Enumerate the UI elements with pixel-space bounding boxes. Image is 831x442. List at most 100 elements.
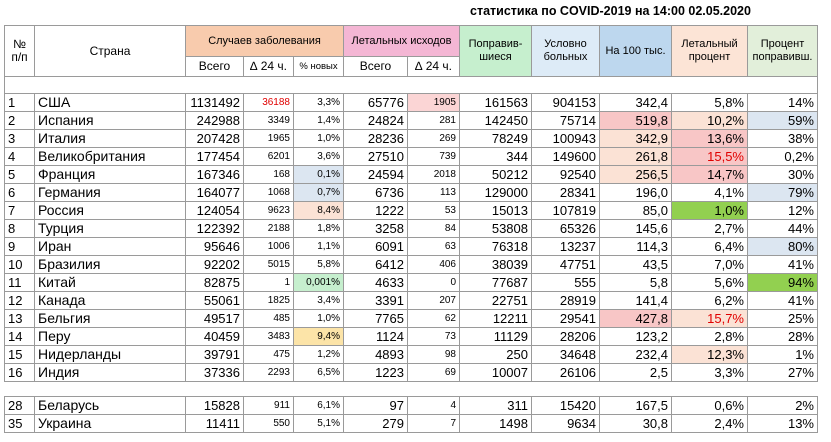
cell-act: 9634 bbox=[531, 414, 600, 433]
cell-total: 92202 bbox=[185, 255, 244, 274]
cell-dd: 113 bbox=[407, 183, 460, 202]
cell-d24: 2293 bbox=[243, 363, 294, 382]
cell-dd: 739 bbox=[407, 147, 460, 166]
cell-rp: 38% bbox=[747, 129, 818, 148]
cell-d24: 3349 bbox=[243, 111, 294, 130]
cell-rp: 2% bbox=[747, 396, 818, 415]
cell-dd: 207 bbox=[407, 291, 460, 310]
cell-total: 37336 bbox=[185, 363, 244, 382]
cell-dd: 281 bbox=[407, 111, 460, 130]
cell-n: 16 bbox=[4, 363, 35, 382]
cell-d24: 1068 bbox=[243, 183, 294, 202]
cell-rec: 22751 bbox=[459, 291, 532, 310]
cell-rec: 311 bbox=[459, 396, 532, 415]
cell-dd: 7 bbox=[407, 414, 460, 433]
cell-p100: 141,4 bbox=[599, 291, 672, 310]
cell-act: 28919 bbox=[531, 291, 600, 310]
cell-rp: 28% bbox=[747, 327, 818, 346]
cell-pct: 3,4% bbox=[293, 291, 344, 310]
cell-country: Беларусь bbox=[34, 396, 186, 415]
table-row: 2 Испания 242988 3349 1,4% 24824 281 142450 7571… bbox=[4, 111, 818, 130]
cell-d24: 1965 bbox=[243, 129, 294, 148]
cell-dt: 65776 bbox=[343, 93, 408, 112]
cell-pct: 3,3% bbox=[293, 93, 344, 112]
cell-n: 6 bbox=[4, 183, 35, 202]
table-row: 14 Перу 40459 3483 9,4% 1124 73 11129 28206 123,2… bbox=[4, 327, 818, 346]
cell-d24: 5015 bbox=[243, 255, 294, 274]
header-lethal-pct: Летальный процент bbox=[671, 25, 748, 77]
cell-country: Бразилия bbox=[34, 255, 186, 274]
header-cases-total: Всего bbox=[185, 56, 244, 77]
cell-pct: 0,001% bbox=[293, 273, 344, 292]
cell-lp: 2,8% bbox=[671, 327, 748, 346]
cell-n: 28 bbox=[4, 396, 35, 415]
cell-country: Бельгия bbox=[34, 309, 186, 328]
cell-total: 55061 bbox=[185, 291, 244, 310]
cell-total: 242988 bbox=[185, 111, 244, 130]
cell-country: Нидерланды bbox=[34, 345, 186, 364]
cell-act: 28206 bbox=[531, 327, 600, 346]
cell-lp: 10,2% bbox=[671, 111, 748, 130]
cell-n: 7 bbox=[4, 201, 35, 220]
cell-total: 40459 bbox=[185, 327, 244, 346]
cell-lp: 12,3% bbox=[671, 345, 748, 364]
cell-p100: 256,5 bbox=[599, 165, 672, 184]
cell-rec: 76318 bbox=[459, 237, 532, 256]
cell-d24: 1 bbox=[243, 273, 294, 292]
cell-p100: 114,3 bbox=[599, 237, 672, 256]
cell-rec: 11129 bbox=[459, 327, 532, 346]
header-active: Условно больных bbox=[531, 25, 600, 77]
cell-lp: 1,0% bbox=[671, 201, 748, 220]
cell-dt: 6091 bbox=[343, 237, 408, 256]
cell-lp: 5,6% bbox=[671, 273, 748, 292]
cell-dd: 406 bbox=[407, 255, 460, 274]
cell-dt: 6736 bbox=[343, 183, 408, 202]
cell-act: 26106 bbox=[531, 363, 600, 382]
cell-dd: 69 bbox=[407, 363, 460, 382]
cell-pct: 1,0% bbox=[293, 309, 344, 328]
cell-pct: 1,1% bbox=[293, 237, 344, 256]
cell-act: 15420 bbox=[531, 396, 600, 415]
cell-p100: 145,6 bbox=[599, 219, 672, 238]
cell-rp: 80% bbox=[747, 237, 818, 256]
cell-d24: 485 bbox=[243, 309, 294, 328]
table-row: 35 Украина 11411 550 5,1% 279 7 1498 9634 30,8 2,4… bbox=[4, 414, 818, 433]
header-per100k: На 100 тыс. bbox=[599, 25, 672, 77]
cell-pct: 1,4% bbox=[293, 111, 344, 130]
cell-dd: 2018 bbox=[407, 165, 460, 184]
cell-dd: 1905 bbox=[407, 93, 460, 112]
cell-n: 11 bbox=[4, 273, 35, 292]
cell-rp: 94% bbox=[747, 273, 818, 292]
cell-act: 107819 bbox=[531, 201, 600, 220]
cell-p100: 43,5 bbox=[599, 255, 672, 274]
cell-n: 12 bbox=[4, 291, 35, 310]
cell-pct: 1,2% bbox=[293, 345, 344, 364]
cell-n: 1 bbox=[4, 93, 35, 112]
cell-n: 8 bbox=[4, 219, 35, 238]
cell-total: 122392 bbox=[185, 219, 244, 238]
header-num: № п/п bbox=[4, 25, 35, 77]
cell-d24: 3483 bbox=[243, 327, 294, 346]
cell-lp: 2,4% bbox=[671, 414, 748, 433]
cell-dt: 3258 bbox=[343, 219, 408, 238]
cell-act: 904153 bbox=[531, 93, 600, 112]
cell-total: 95646 bbox=[185, 237, 244, 256]
cell-dt: 97 bbox=[343, 396, 408, 415]
cell-d24: 1006 bbox=[243, 237, 294, 256]
table-row: 5 Франция 167346 168 0,1% 24594 2018 50212 92540… bbox=[4, 165, 818, 184]
cell-n: 3 bbox=[4, 129, 35, 148]
cell-dd: 62 bbox=[407, 309, 460, 328]
cell-rp: 14% bbox=[747, 93, 818, 112]
cell-lp: 5,8% bbox=[671, 93, 748, 112]
header-cases-d24: ∆ 24 ч. bbox=[243, 56, 294, 77]
cell-p100: 342,4 bbox=[599, 93, 672, 112]
table-row: 7 Россия 124054 9623 8,4% 1222 53 15013 107819 85… bbox=[4, 201, 818, 220]
cell-lp: 15,7% bbox=[671, 309, 748, 328]
cell-pct: 5,8% bbox=[293, 255, 344, 274]
cell-p100: 85,0 bbox=[599, 201, 672, 220]
cell-total: 207428 bbox=[185, 129, 244, 148]
header-country: Страна bbox=[34, 25, 186, 77]
cell-dt: 7765 bbox=[343, 309, 408, 328]
cell-d24: 1825 bbox=[243, 291, 294, 310]
cell-rp: 41% bbox=[747, 255, 818, 274]
